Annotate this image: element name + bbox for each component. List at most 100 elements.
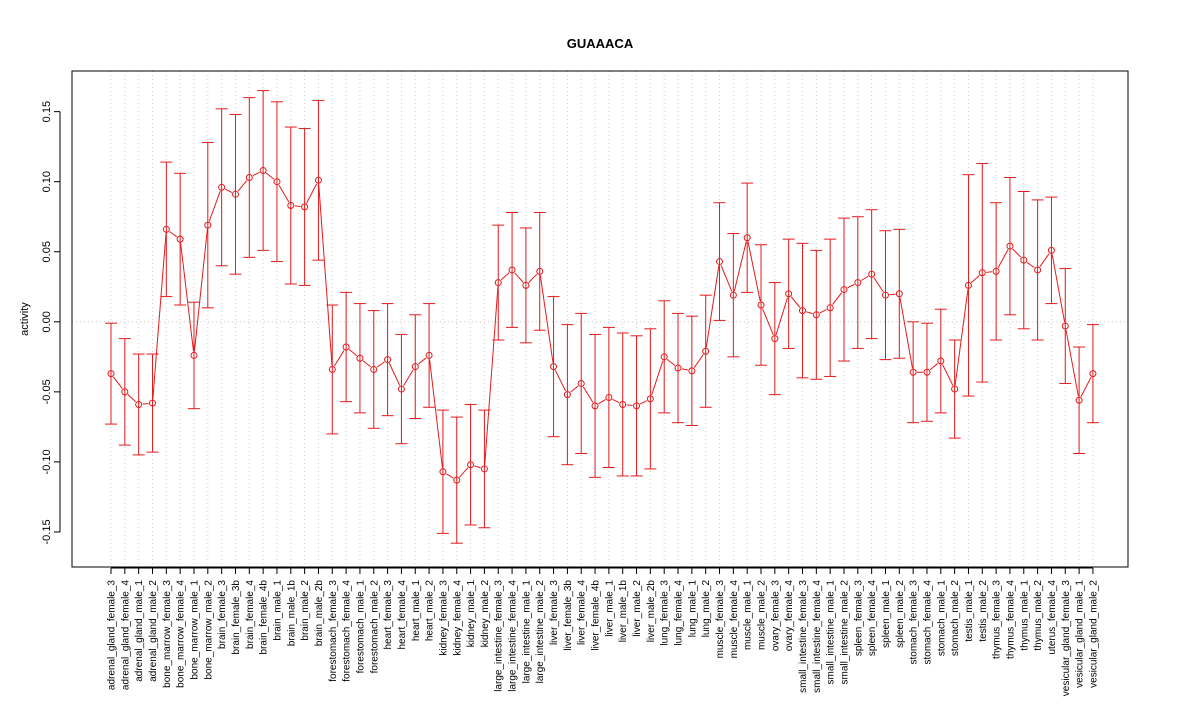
series-segment bbox=[860, 275, 869, 281]
x-tick-label: brain_male_2b bbox=[314, 580, 325, 647]
series-segment bbox=[554, 370, 567, 392]
data-point bbox=[591, 402, 599, 410]
series-segment bbox=[484, 286, 499, 465]
data-point bbox=[785, 290, 793, 298]
series-segment bbox=[459, 467, 469, 478]
data-point bbox=[411, 363, 419, 371]
x-tick-label: testis_male_1 bbox=[964, 580, 975, 642]
x-tick-label: liver_male_2b bbox=[646, 580, 657, 643]
x-tick-label: spleen_female_4 bbox=[867, 580, 878, 657]
data-point bbox=[881, 291, 889, 299]
data-point bbox=[895, 290, 903, 298]
series-segment bbox=[639, 400, 648, 405]
y-tick-label: 0.05 bbox=[41, 241, 53, 262]
x-tick-label: thymus_female_4 bbox=[1005, 580, 1016, 659]
data-point bbox=[757, 301, 765, 309]
chart-title: GUAAACA bbox=[567, 36, 634, 51]
series-segment bbox=[775, 297, 788, 335]
y-axis: -0.15 -0.10 -0.05 0.00 0.05 0.10 0.15 bbox=[41, 101, 61, 545]
x-tick-label: forestomach_female_4 bbox=[342, 580, 353, 682]
x-tick-label: brain_female_4b bbox=[259, 580, 270, 655]
x-tick-label: testis_male_2 bbox=[978, 580, 989, 642]
data-point bbox=[328, 365, 336, 373]
y-tick-label: -0.15 bbox=[41, 519, 53, 544]
data-point bbox=[563, 391, 571, 399]
series-line-group bbox=[113, 171, 1092, 479]
x-tick-label: liver_male_1 bbox=[604, 580, 615, 637]
data-point bbox=[384, 356, 392, 364]
series-segment bbox=[693, 354, 704, 368]
x-tick-label: large_intestine_male_1 bbox=[521, 580, 532, 684]
x-tick-label: bone_marrow_male_2 bbox=[203, 580, 214, 680]
series-segment bbox=[929, 363, 939, 371]
series-segment bbox=[388, 363, 401, 386]
data-point bbox=[743, 234, 751, 242]
x-tick-label: bone_marrow_female_4 bbox=[176, 580, 187, 688]
series-segment bbox=[705, 265, 720, 348]
y-tick-label: -0.05 bbox=[41, 379, 53, 404]
x-tick-label: spleen_female_3 bbox=[853, 580, 864, 657]
x-tick-label: liver_female_4b bbox=[591, 580, 602, 651]
data-point bbox=[121, 388, 129, 396]
x-axis: adrenal_gland_female_3 adrenal_gland_fema… bbox=[107, 567, 1099, 696]
data-point bbox=[342, 343, 350, 351]
series-segment bbox=[790, 296, 801, 308]
x-tick-label: adrenal_gland_female_3 bbox=[107, 580, 118, 691]
series-segment bbox=[278, 184, 290, 203]
x-tick-label: brain_female_3b bbox=[231, 580, 242, 655]
series-segment bbox=[570, 385, 579, 393]
data-point bbox=[480, 465, 488, 473]
y-tick-label: 0.15 bbox=[41, 101, 53, 122]
x-tick-label: brain_female_3 bbox=[217, 580, 228, 649]
data-point bbox=[688, 367, 696, 375]
x-tick-label: kidney_male_2 bbox=[480, 580, 491, 648]
series-segment bbox=[626, 404, 633, 406]
data-point bbox=[646, 395, 654, 403]
x-tick-label: adrenal_gland_male_2 bbox=[148, 580, 159, 682]
data-point bbox=[964, 281, 972, 289]
data-point bbox=[508, 266, 516, 274]
x-tick-label: liver_female_4 bbox=[577, 580, 588, 645]
data-point bbox=[1020, 256, 1028, 264]
series-segment bbox=[954, 289, 969, 386]
data-point bbox=[923, 368, 931, 376]
data-point bbox=[826, 304, 834, 312]
x-tick-label: muscle_female_4 bbox=[729, 580, 740, 659]
x-tick-label: stomach_male_1 bbox=[936, 580, 947, 657]
x-tick-label: uterus_female_4 bbox=[1047, 580, 1058, 655]
series-segment bbox=[429, 359, 443, 468]
data-point bbox=[550, 363, 558, 371]
series-segment bbox=[294, 205, 301, 208]
series-segment bbox=[418, 357, 427, 365]
x-tick-label: brain_female_4 bbox=[245, 580, 256, 649]
series-segment bbox=[348, 349, 358, 357]
data-point bbox=[453, 476, 461, 484]
data-point bbox=[1006, 242, 1014, 250]
series-segment bbox=[539, 275, 554, 363]
series-segment bbox=[169, 231, 178, 238]
data-point bbox=[716, 258, 724, 266]
x-tick-label: large_intestine_female_3 bbox=[494, 580, 505, 692]
series-segment bbox=[318, 184, 333, 366]
x-tick-label: brain_male_2 bbox=[300, 580, 311, 641]
data-point bbox=[605, 393, 613, 401]
series-segment bbox=[733, 241, 747, 292]
series-segment bbox=[224, 188, 233, 193]
data-point bbox=[162, 225, 170, 233]
series-segment bbox=[1065, 329, 1079, 397]
x-tick-label: lung_male_2 bbox=[701, 580, 712, 638]
series-segment bbox=[582, 386, 594, 403]
x-tick-label: brain_male_1b bbox=[286, 580, 297, 647]
error-bars bbox=[105, 90, 1099, 544]
data-point bbox=[148, 399, 156, 407]
data-point bbox=[536, 267, 544, 275]
series-segment bbox=[997, 249, 1009, 269]
series-segment bbox=[832, 292, 842, 305]
series-segment bbox=[514, 272, 524, 283]
x-tick-label: muscle_male_2 bbox=[757, 580, 768, 650]
x-tick-label: small_intestine_female_3 bbox=[798, 580, 809, 693]
series-segment bbox=[819, 309, 827, 314]
data-point bbox=[370, 365, 378, 373]
x-tick-label: forestomach_male_1 bbox=[355, 580, 366, 674]
